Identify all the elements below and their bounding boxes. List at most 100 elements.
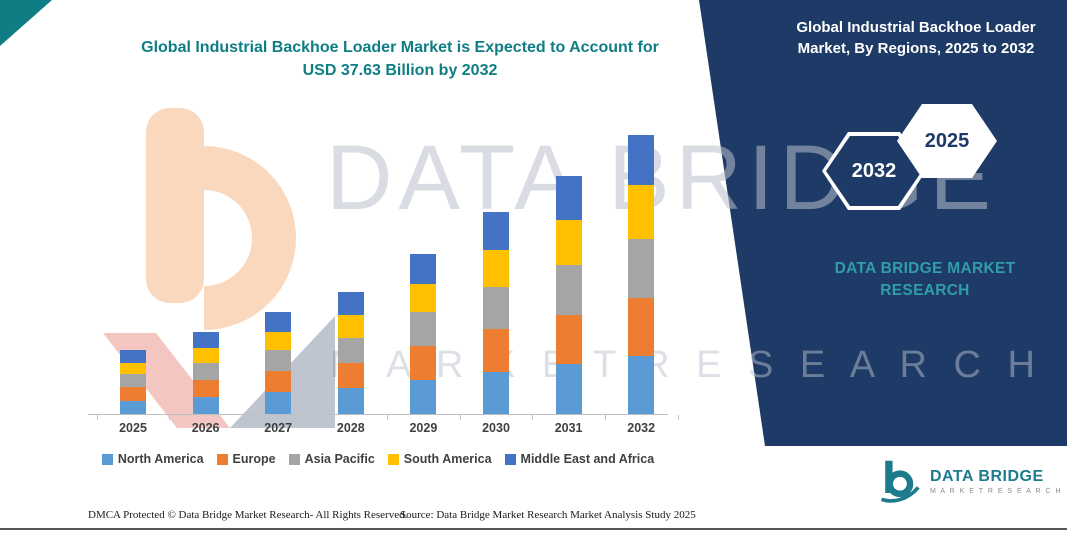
source-notice: Source: Data Bridge Market Research Mark…: [400, 509, 696, 521]
legend-label: Asia Pacific: [304, 452, 375, 466]
x-axis-label-2030: 2030: [482, 421, 510, 435]
legend-label: South America: [403, 452, 492, 466]
x-axis-tick: [314, 415, 316, 420]
bottom-divider-line: [0, 528, 1067, 530]
stacked-bar-2029: [410, 253, 437, 414]
stacked-bar-2032: [628, 135, 655, 414]
stacked-bar-2026: [192, 331, 219, 414]
legend-swatch: [387, 453, 399, 465]
dmca-notice: DMCA Protected © Data Bridge Market Rese…: [88, 509, 408, 521]
bar-segment-north-america: [483, 371, 509, 414]
legend-item-europe: Europe: [216, 452, 276, 466]
bar-segment-middle-east-and-africa: [483, 212, 509, 251]
bar-segment-middle-east-and-africa: [120, 350, 146, 364]
x-axis-label-2029: 2029: [409, 421, 438, 435]
x-axis-tick: [96, 415, 98, 420]
bar-segment-south-america: [555, 219, 582, 265]
legend-label: North America: [117, 452, 204, 466]
hexagon-2032-label: 2032: [851, 159, 897, 182]
footer-brand-block: DATA BRIDGE M A R K E T R E S E A R C H: [876, 458, 1062, 504]
bar-segment-asia-pacific: [555, 264, 582, 315]
legend-item-north-america: North America: [101, 452, 204, 466]
bar-segment-middle-east-and-africa: [337, 291, 364, 315]
x-axis-label-2031: 2031: [554, 421, 583, 435]
bar-segment-south-america: [337, 314, 364, 338]
bar-segment-south-america: [265, 332, 292, 351]
legend-item-asia-pacific: Asia Pacific: [288, 452, 375, 466]
bar-segment-north-america: [120, 400, 146, 414]
stacked-bar-2028: [337, 291, 364, 414]
page-title-line2: USD 37.63 Billion by 2032: [302, 62, 498, 79]
bar-segment-asia-pacific: [628, 239, 655, 299]
bar-segment-south-america: [410, 283, 437, 313]
page-title-line1: Global Industrial Backhoe Loader Market …: [141, 39, 659, 56]
x-axis-tick: [677, 415, 679, 420]
bar-segment-asia-pacific: [265, 350, 292, 372]
legend-swatch: [504, 453, 516, 465]
legend-swatch: [288, 453, 300, 465]
legend-swatch: [216, 453, 228, 465]
bar-segment-south-america: [628, 185, 655, 240]
footer-brand-text: DATA BRIDGE M A R K E T R E S E A R C H: [930, 468, 1062, 495]
bar-segment-europe: [265, 371, 292, 392]
bar-segment-north-america: [555, 364, 582, 414]
bar-segment-asia-pacific: [192, 362, 219, 380]
stacked-bar-2025: [120, 350, 146, 414]
x-axis-tick: [532, 415, 534, 420]
bar-segment-north-america: [410, 379, 437, 414]
bar-segment-europe: [337, 362, 364, 388]
x-axis-tick: [169, 415, 171, 420]
x-axis-label-2027: 2027: [264, 421, 293, 435]
bar-segment-europe: [555, 314, 582, 365]
bar-segment-europe: [120, 387, 146, 401]
corner-accent-triangle: [0, 0, 52, 46]
dbmr-logo-icon: [880, 460, 920, 503]
x-axis-label-2025: 2025: [119, 421, 147, 435]
x-axis-labels: 2025 2026 2027 2028 2029 2030 2031 2032: [88, 421, 668, 441]
x-axis-tick: [387, 415, 389, 420]
bar-segment-asia-pacific: [483, 287, 509, 330]
stacked-bar-2030: [483, 212, 509, 414]
side-panel-background: [699, 0, 1067, 446]
x-axis-tick: [241, 415, 243, 420]
legend-label: Middle East and Africa: [520, 452, 655, 466]
legend-item-south-america: South America: [387, 452, 492, 466]
watermark-text-line2: M A R K E T R E S E A R C H: [330, 344, 1043, 386]
x-axis-line: [88, 414, 668, 415]
bar-segment-europe: [628, 298, 655, 357]
stacked-bar-2031: [555, 176, 582, 414]
legend-item-middle-east-and-africa: Middle East and Africa: [504, 452, 655, 466]
bar-segment-south-america: [483, 250, 509, 288]
x-axis-label-2028: 2028: [336, 421, 365, 435]
x-axis-label-2026: 2026: [191, 421, 220, 435]
bar-segment-middle-east-and-africa: [555, 176, 582, 220]
hexagon-badge-2032-inner: 2032: [826, 136, 922, 206]
x-axis-tick: [459, 415, 461, 420]
x-axis-label-2032: 2032: [627, 421, 656, 435]
bar-segment-south-america: [120, 363, 146, 375]
side-panel-brand-text: DATA BRIDGE MARKET RESEARCH: [795, 258, 1055, 302]
bar-segment-north-america: [337, 388, 364, 414]
side-panel-brand-line2: RESEARCH: [880, 282, 970, 299]
stacked-bar-2027: [265, 312, 292, 414]
chart-legend: North America Europe Asia Pacific South Ame…: [70, 452, 686, 466]
bar-segment-europe: [192, 379, 219, 397]
bar-segment-middle-east-and-africa: [410, 253, 437, 284]
bar-segment-south-america: [192, 347, 219, 363]
side-panel-heading: Global Industrial Backhoe Loader Market,…: [796, 19, 1036, 57]
hexagon-2025-label: 2025: [924, 129, 970, 152]
legend-label: Europe: [232, 452, 276, 466]
bar-segment-asia-pacific: [120, 374, 146, 388]
bar-segment-north-america: [265, 391, 292, 414]
bar-segment-middle-east-and-africa: [192, 331, 219, 348]
bar-chart-plot: [88, 118, 679, 420]
bar-segment-middle-east-and-africa: [628, 135, 655, 186]
footer-brand-tagline: M A R K E T R E S E A R C H: [930, 487, 1063, 495]
legend-swatch: [101, 453, 113, 465]
page-title: Global Industrial Backhoe Loader Market …: [75, 36, 725, 82]
bar-segment-asia-pacific: [337, 337, 364, 363]
side-panel-brand-line1: DATA BRIDGE MARKET: [834, 260, 1016, 277]
bar-segment-middle-east-and-africa: [265, 312, 292, 333]
footer-brand-name: DATA BRIDGE: [930, 467, 1044, 485]
